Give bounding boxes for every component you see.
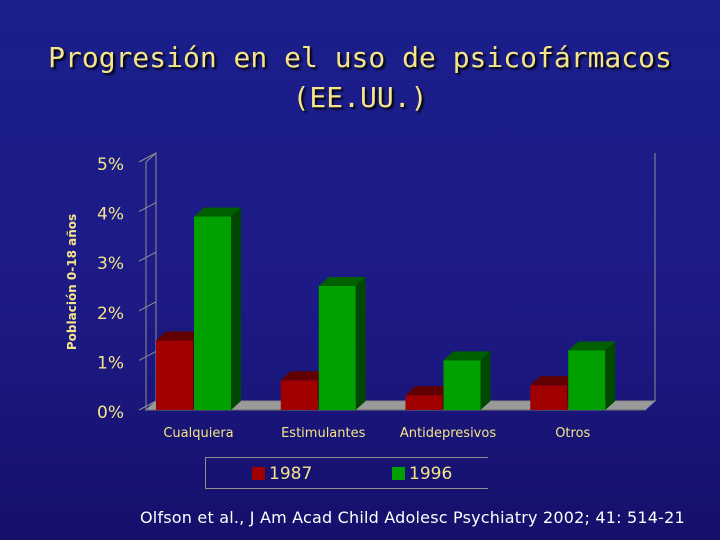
- y-tick-label: 0%: [97, 403, 124, 423]
- bar-1996-otros-front: [568, 350, 606, 410]
- bar-1987-estimulantes-top: [280, 371, 328, 381]
- bar-1987-cualquiera-front: [156, 340, 193, 410]
- x-tick-label: Antidepresivos: [400, 426, 496, 441]
- bar-1996-antidepresivos-side: [480, 351, 491, 410]
- x-tick-label: Cualquiera: [163, 426, 233, 441]
- y-tick-mark: [138, 152, 157, 163]
- x-tick-label: Estimulantes: [281, 426, 366, 441]
- legend-item-1987: 1987: [252, 464, 312, 484]
- legend-swatch-1987: [252, 467, 265, 480]
- y-tick-label: 2%: [97, 304, 124, 324]
- bar-1996-cualquiera-side: [231, 207, 241, 410]
- chart-labels: 0% 1% 2% 3% 4% 5% Población 0-18 años Cualquier…: [65, 155, 591, 441]
- bar-1996-antidepresivos-front: [443, 360, 481, 410]
- bar-1996-otros: [568, 341, 616, 410]
- legend-swatch-1996: [392, 467, 405, 480]
- y-tick-label: 5%: [97, 155, 124, 175]
- y-tick-mark: [138, 251, 157, 262]
- bar-1996-estimulantes-top: [318, 277, 366, 286]
- y-tick-label: 1%: [97, 353, 124, 373]
- y-tick-label: 3%: [97, 254, 124, 274]
- y-axis-label: Población 0-18 años: [65, 214, 79, 350]
- title-line-1: Progresión en el uso de psicofármacos: [48, 41, 672, 74]
- y-tick-mark: [138, 301, 157, 312]
- y-tick-label: 4%: [97, 205, 124, 225]
- legend: 1987 1996: [205, 457, 488, 489]
- y-tick-mark: [138, 350, 157, 361]
- title-line-2: (EE.UU.): [292, 81, 428, 114]
- citation: Olfson et al., J Am Acad Child Adolesc P…: [140, 508, 685, 527]
- bar-1996-estimulantes-side: [355, 277, 366, 410]
- bar-1987-estimulantes-front: [280, 380, 318, 410]
- y-tick-mark: [138, 202, 157, 213]
- legend-label-1987: 1987: [269, 464, 313, 484]
- legend-label-1996: 1996: [409, 464, 453, 484]
- bar-1987-antidepresivos-top: [405, 386, 453, 396]
- bar-1987-otros-front: [530, 385, 568, 410]
- bar-1996-antidepresivos: [443, 351, 491, 410]
- bar-1996-antidepresivos-top: [443, 351, 491, 361]
- bar-1996-cualquiera-top: [194, 207, 241, 217]
- left-wall: [145, 151, 157, 412]
- bar-1987-cualquiera-top: [156, 331, 203, 341]
- y-tick-mark: [138, 400, 157, 411]
- bar-1996-otros-side: [605, 341, 616, 410]
- chart-bars: [156, 207, 616, 410]
- bar-1996-estimulantes-front: [318, 286, 356, 410]
- bar-1996-cualquiera: [194, 207, 241, 410]
- x-tick-label: Otros: [555, 426, 590, 441]
- bar-1987-antidepresivos-front: [405, 395, 443, 410]
- bar-1996-estimulantes: [318, 277, 366, 410]
- chart-title: Progresión en el uso de psicofármacos (E…: [0, 38, 720, 118]
- bar-1996-otros-top: [568, 341, 616, 351]
- legend-item-1996: 1996: [392, 464, 452, 484]
- bar-1987-otros-top: [530, 376, 578, 386]
- bar-1996-cualquiera-front: [194, 216, 231, 410]
